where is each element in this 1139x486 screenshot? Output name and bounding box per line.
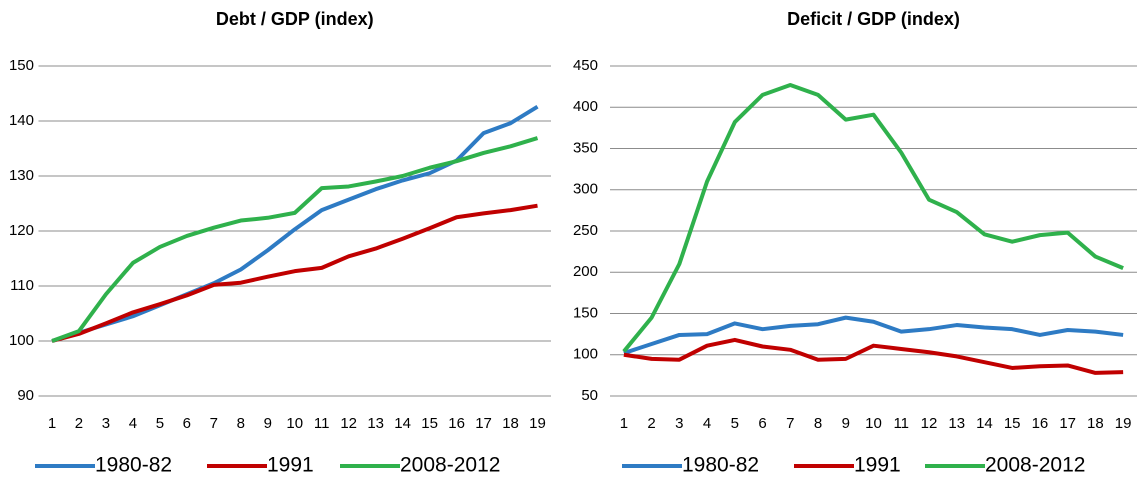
y-tick-label: 120 bbox=[9, 222, 34, 239]
chart-title: Deficit / GDP (index) bbox=[787, 9, 960, 29]
x-tick-label: 2 bbox=[647, 415, 655, 432]
x-tick-label: 12 bbox=[921, 415, 938, 432]
y-tick-label: 140 bbox=[9, 112, 34, 129]
x-tick-label: 18 bbox=[1087, 415, 1104, 432]
series-line bbox=[622, 82, 1124, 353]
x-tick-label: 4 bbox=[703, 415, 711, 432]
y-tick-label: 150 bbox=[573, 304, 598, 321]
x-tick-label: 3 bbox=[675, 415, 683, 432]
x-tick-label: 5 bbox=[731, 415, 739, 432]
y-tick-label: 100 bbox=[573, 346, 598, 363]
x-tick-label: 16 bbox=[1032, 415, 1049, 432]
x-tick-label: 7 bbox=[786, 415, 794, 432]
legend-label: 1991 bbox=[854, 454, 901, 477]
x-tick-label: 8 bbox=[814, 415, 822, 432]
x-tick-label: 9 bbox=[842, 415, 850, 432]
x-tick-label: 18 bbox=[502, 415, 519, 432]
x-tick-label: 15 bbox=[421, 415, 438, 432]
y-tick-label: 250 bbox=[573, 222, 598, 239]
y-tick-label: 150 bbox=[9, 57, 34, 74]
series-line bbox=[51, 104, 539, 343]
y-tick-label: 400 bbox=[573, 98, 598, 115]
y-tick-label: 450 bbox=[573, 57, 598, 74]
x-tick-label: 12 bbox=[340, 415, 357, 432]
legend-label: 1980-82 bbox=[95, 454, 172, 477]
x-tick-label: 9 bbox=[264, 415, 272, 432]
x-tick-label: 11 bbox=[314, 415, 330, 432]
x-tick-label: 14 bbox=[394, 415, 411, 432]
x-tick-label: 5 bbox=[156, 415, 164, 432]
x-tick-label: 15 bbox=[1004, 415, 1021, 432]
x-tick-label: 17 bbox=[475, 415, 492, 432]
x-tick-label: 19 bbox=[1115, 415, 1132, 432]
x-tick-label: 17 bbox=[1059, 415, 1076, 432]
x-tick-label: 19 bbox=[529, 415, 546, 432]
legend-label: 2008-2012 bbox=[400, 454, 500, 477]
y-tick-label: 350 bbox=[573, 139, 598, 156]
legend-label: 1980-82 bbox=[682, 454, 759, 477]
x-tick-label: 13 bbox=[367, 415, 384, 432]
y-tick-label: 300 bbox=[573, 181, 598, 198]
series-line bbox=[51, 136, 539, 343]
x-tick-label: 7 bbox=[210, 415, 218, 432]
y-tick-label: 130 bbox=[9, 167, 34, 184]
x-tick-label: 4 bbox=[129, 415, 137, 432]
y-tick-label: 50 bbox=[581, 387, 598, 404]
series-line bbox=[51, 203, 538, 343]
series-line bbox=[623, 337, 1124, 375]
x-tick-label: 16 bbox=[448, 415, 465, 432]
x-tick-label: 3 bbox=[102, 415, 110, 432]
x-tick-label: 6 bbox=[758, 415, 766, 432]
chart-title: Debt / GDP (index) bbox=[216, 9, 374, 29]
legend-label: 1991 bbox=[267, 454, 314, 477]
x-tick-label: 14 bbox=[976, 415, 993, 432]
x-tick-label: 2 bbox=[75, 415, 83, 432]
x-tick-label: 1 bbox=[48, 415, 56, 432]
x-tick-label: 11 bbox=[893, 415, 909, 432]
x-tick-label: 13 bbox=[948, 415, 965, 432]
y-tick-label: 100 bbox=[9, 332, 34, 349]
x-tick-label: 1 bbox=[620, 415, 628, 432]
legend-label: 2008-2012 bbox=[985, 454, 1085, 477]
x-tick-label: 8 bbox=[237, 415, 245, 432]
y-tick-label: 200 bbox=[573, 263, 598, 280]
x-tick-label: 10 bbox=[286, 415, 303, 432]
x-tick-label: 6 bbox=[183, 415, 191, 432]
y-tick-label: 90 bbox=[17, 387, 34, 404]
y-tick-label: 110 bbox=[10, 277, 34, 294]
x-tick-label: 10 bbox=[865, 415, 882, 432]
series-line bbox=[623, 315, 1124, 356]
